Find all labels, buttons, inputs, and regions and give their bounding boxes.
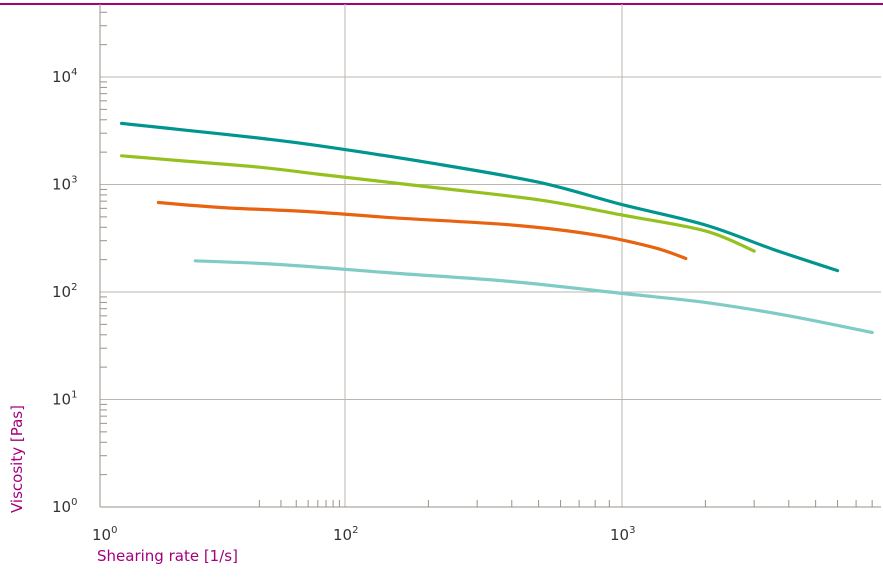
x-tick-label: 103 [610,525,635,544]
axes [99,4,881,508]
x-tick-label: 102 [333,525,358,544]
minor-ticks [100,11,873,507]
y-tick-label: 102 [52,282,77,301]
y-tick-label: 101 [52,390,77,409]
grid-lines [100,4,881,507]
series-line-2 [120,154,756,253]
y-axis-label: Viscosity [Pas] [8,405,26,513]
x-axis-label: Shearing rate [1/s] [97,547,238,565]
x-tick-labels: 100 102 103 [92,525,635,544]
y-tick-label: 100 [52,497,77,516]
y-tick-label: 103 [52,175,77,194]
y-tick-label: 104 [52,67,77,86]
series-line-1 [120,121,840,273]
x-tick-label: 100 [92,525,117,544]
data-series [120,121,874,335]
series-line-4 [193,259,874,335]
series-line-3 [156,200,688,261]
y-tick-labels: 100 101 102 103 104 [52,67,77,516]
